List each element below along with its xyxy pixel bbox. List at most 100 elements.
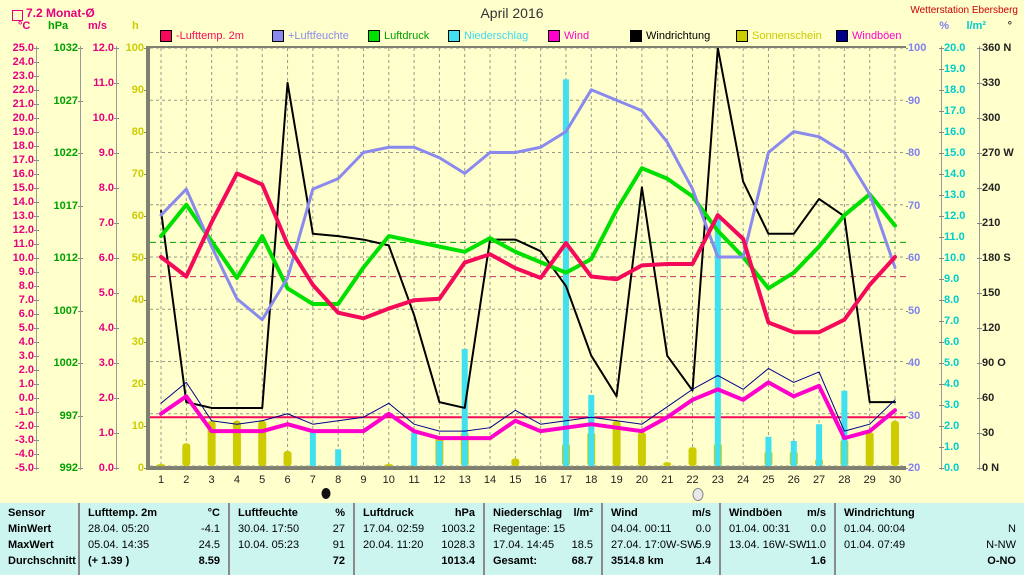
table-column-windboen: Windböen m/s 01.04. 00:31 0.0 13.04. 16W-SW 1… — [719, 503, 834, 575]
axis-tick-label: 3.0 — [18, 350, 34, 362]
axis-tick-mark — [939, 384, 944, 385]
x-axis-day-label: 14 — [483, 474, 497, 486]
table-header-label: Luftdruck — [363, 507, 414, 519]
legend-item-windben[interactable]: Windböen — [836, 30, 902, 42]
station-name: Wetterstation Ebersberg — [910, 5, 1018, 16]
axis-tick-label: 9.0 — [944, 273, 960, 285]
chart-legend: -Lufttemp. 2m +Luftfeuchte Luftdruck Nieder… — [160, 30, 902, 44]
axis-tick-label: 17.0 — [12, 154, 34, 166]
axis-tick-label: 50 — [908, 304, 921, 317]
axis-tick-label: -5.0 — [15, 462, 34, 474]
axis-tick-label: 6.0 — [944, 336, 960, 348]
table-header-label: Windrichtung — [844, 507, 915, 519]
table-cell-value: 27 — [332, 523, 345, 535]
axis-tick-label: 23.0 — [12, 70, 34, 82]
axis-tick-label: 7.0 — [98, 217, 114, 229]
axis-tick-mark — [977, 398, 982, 399]
axis-tick-label: 330 — [982, 77, 1001, 89]
axis-tick-label: 9.0 — [98, 147, 114, 159]
axis-tick-label: 3.0 — [98, 357, 114, 369]
table-header-label: Lufttemp. 2m — [88, 507, 158, 519]
table-row: 1.6 — [721, 553, 834, 569]
axis-tick-mark — [939, 69, 944, 70]
axis-tick-label: 0.0 — [18, 392, 34, 404]
table-row: 17.04. 02:59 1003.2 — [355, 521, 483, 537]
table-cell-left: 01.04. 00:31 — [729, 523, 791, 535]
axis-tick-mark — [939, 405, 944, 406]
table-cell-left: Gesamt: — [493, 555, 538, 567]
table-column-niederschlag: Niederschlag l/m² Regentage: 15 17.04. 14:4… — [483, 503, 601, 575]
axis-tick-label: 7.0 — [18, 294, 34, 306]
table-cell-value: N — [1008, 523, 1016, 535]
axis-tick-label: 60 — [908, 252, 921, 264]
axis-tick-label: 16.0 — [12, 168, 34, 180]
axis-tick-label: 5.0 — [18, 322, 34, 334]
table-header-unit: l/m² — [573, 507, 593, 519]
table-cell-left: 17.04. 02:59 — [363, 523, 425, 535]
axis-tick-label: 24.0 — [12, 56, 34, 68]
axis-tick-label: 70 — [131, 168, 144, 180]
axis-tick-mark — [977, 83, 982, 84]
table-cell-left: 01.04. 07:49 — [844, 539, 906, 551]
legend-label: Wind — [564, 30, 590, 42]
table-cell-value: 0.0 — [695, 523, 711, 535]
axis-tick-label: 6.0 — [18, 308, 34, 320]
legend-item-luftdruck[interactable]: Luftdruck — [368, 30, 429, 42]
axis-tick-mark — [977, 328, 982, 329]
chart-svg — [150, 48, 906, 467]
table-row-label: MaxWert — [8, 539, 54, 551]
monat-checkbox[interactable] — [12, 10, 23, 21]
axis-tick-label: 0.0 — [98, 462, 114, 474]
axis-tick-mark — [977, 468, 982, 469]
legend-item-wind[interactable]: Wind — [548, 30, 589, 42]
axis-tick-label: 12.0 — [92, 42, 114, 54]
axis-tick-label: 8.0 — [98, 182, 114, 194]
axis-temperature: 25.0 24.0 23.0 22.0 21.0 20.0 19.0 18.0 17.0 16.0… — [0, 42, 39, 474]
axis-tick-label: 90 — [908, 94, 921, 107]
table-cell-left: Regentage: 15 — [493, 523, 566, 535]
legend-label: Windböen — [852, 30, 902, 42]
axis-tick-label: 60 — [131, 210, 144, 222]
unit-direction: ° — [1007, 20, 1012, 32]
table-cell-left: 01.04. 00:04 — [844, 523, 906, 535]
axis-tick-label: 21.0 — [12, 98, 34, 110]
unit-precip: l/m² — [966, 20, 986, 32]
axis-tick-label: 70 — [908, 199, 921, 212]
legend-item-luftfeuchte[interactable]: +Luftfeuchte — [272, 30, 349, 42]
axis-tick-mark — [977, 48, 982, 49]
axis-tick-label: 19.0 — [944, 63, 966, 75]
x-axis-day-label: 20 — [635, 474, 649, 486]
table-cell-value: 1028.3 — [441, 539, 475, 551]
legend-item-niederschlag[interactable]: Niederschlag — [448, 30, 528, 42]
table-row: (+ 1.39 ) 8.59 — [80, 553, 228, 569]
legend-item-sonnenschein[interactable]: Sonnenschein — [736, 30, 822, 42]
legend-item-windrichtung[interactable]: Windrichtung — [630, 30, 710, 42]
axis-tick-label: 180 S — [982, 252, 1011, 264]
unit-wind: m/s — [88, 20, 107, 32]
axis-tick-label: 90 — [131, 84, 144, 96]
table-header-row: Niederschlag l/m² — [485, 505, 601, 521]
legend-item-lufttempm[interactable]: -Lufttemp. 2m — [160, 30, 244, 42]
axis-tick-mark — [939, 237, 944, 238]
axis-tick-mark — [977, 188, 982, 189]
axis-tick-label: 11.0 — [93, 77, 114, 89]
axis-tick-label: 20.0 — [944, 42, 966, 54]
table-header-unit: m/s — [807, 507, 826, 519]
table-cell-value: 1.4 — [695, 555, 711, 567]
unit-pressure: hPa — [48, 20, 69, 32]
x-axis-day-label: 30 — [888, 474, 902, 486]
axis-tick-label: 10.0 — [944, 252, 966, 264]
legend-swatch-icon — [736, 30, 748, 42]
table-header-label: Niederschlag — [493, 507, 563, 519]
axis-tick-label: 80 — [908, 147, 921, 159]
axis-tick-label: 13.0 — [944, 189, 966, 201]
axis-tick-label: 30 — [131, 336, 144, 348]
table-cell-left: 05.04. 14:35 — [88, 539, 150, 551]
legend-label: Sonnenschein — [752, 30, 822, 42]
axis-tick-label: 14.0 — [12, 196, 34, 208]
table-cell-value: 18.5 — [571, 539, 593, 551]
x-axis-day-label: 27 — [812, 474, 826, 486]
axis-tick-label: 150 — [982, 287, 1001, 299]
table-row: MaxWert — [0, 537, 78, 553]
axis-tick-label: 0 — [137, 462, 144, 474]
